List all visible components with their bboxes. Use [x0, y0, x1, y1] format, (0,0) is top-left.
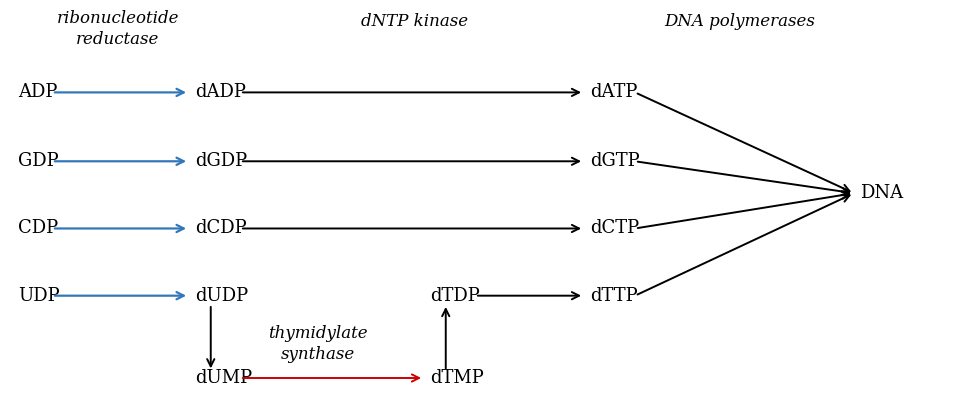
Text: dATP: dATP — [590, 84, 637, 101]
Text: dCDP: dCDP — [195, 220, 246, 237]
Text: ribonucleotide
reductase: ribonucleotide reductase — [56, 10, 179, 48]
Text: dGDP: dGDP — [195, 152, 247, 170]
Text: dCTP: dCTP — [590, 220, 639, 237]
Text: ADP: ADP — [18, 84, 57, 101]
Text: DNA: DNA — [860, 184, 903, 202]
Text: GDP: GDP — [18, 152, 58, 170]
Text: dTDP: dTDP — [430, 287, 480, 304]
Text: CDP: CDP — [18, 220, 58, 237]
Text: dGTP: dGTP — [590, 152, 639, 170]
Text: dADP: dADP — [195, 84, 246, 101]
Text: dUMP: dUMP — [195, 369, 252, 387]
Text: dTMP: dTMP — [430, 369, 484, 387]
Text: thymidylate
synthase: thymidylate synthase — [269, 326, 368, 363]
Text: DNA polymerases: DNA polymerases — [665, 13, 815, 29]
Text: UDP: UDP — [18, 287, 59, 304]
Text: dTTP: dTTP — [590, 287, 637, 304]
Text: dNTP kinase: dNTP kinase — [361, 13, 469, 29]
Text: dUDP: dUDP — [195, 287, 248, 304]
